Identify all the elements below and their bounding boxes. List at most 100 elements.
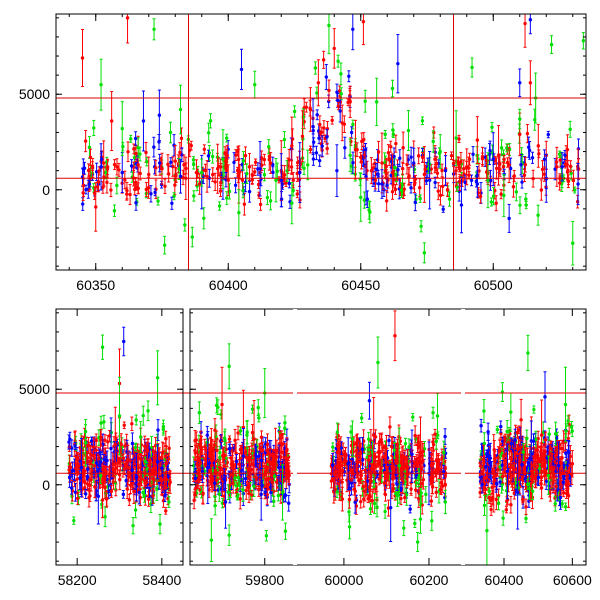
data-point	[122, 423, 126, 427]
data-point	[351, 122, 355, 127]
band-point	[523, 156, 528, 173]
band-point	[432, 126, 436, 139]
band-point	[419, 220, 423, 233]
data-point	[256, 182, 261, 187]
data-point	[571, 178, 576, 183]
data-point	[295, 160, 300, 165]
data-point	[86, 443, 91, 448]
data-point	[81, 202, 85, 206]
data-point	[470, 65, 474, 70]
data-point	[99, 421, 103, 425]
band-point	[167, 477, 171, 492]
data-point	[384, 199, 389, 203]
data-point	[549, 42, 554, 47]
data-point	[170, 201, 174, 205]
data-point	[390, 170, 395, 175]
data-point	[267, 144, 271, 149]
band-point	[318, 115, 322, 134]
band-point	[225, 133, 229, 143]
data-point	[152, 27, 156, 31]
data-point	[507, 216, 511, 221]
data-point	[502, 193, 506, 198]
data-point	[525, 131, 530, 136]
data-point	[162, 243, 167, 247]
data-point	[489, 200, 494, 204]
band-point	[134, 414, 138, 426]
data-point	[440, 184, 445, 189]
band-point	[514, 182, 519, 202]
series-point	[152, 18, 156, 41]
band-point	[478, 189, 483, 204]
series-point	[160, 152, 164, 185]
data-point	[133, 508, 138, 512]
data-point	[308, 147, 313, 152]
top-chart: 60350 60400 60450 60500 0 5000	[19, 13, 587, 293]
band-point	[420, 116, 425, 126]
data-point	[80, 441, 84, 446]
data-point	[391, 128, 395, 132]
band-point	[536, 204, 540, 226]
data-point	[555, 165, 559, 169]
series-point	[239, 48, 244, 91]
series-point	[571, 220, 575, 266]
data-point	[102, 161, 106, 165]
band-point	[172, 192, 176, 201]
data-point	[189, 143, 193, 148]
series-point	[290, 116, 294, 176]
band-point	[471, 146, 475, 163]
band-point	[291, 172, 295, 189]
data-point	[87, 145, 92, 150]
data-point	[82, 166, 87, 170]
data-point	[99, 82, 103, 87]
data-point	[152, 145, 156, 149]
top-plot-area	[80, 14, 586, 266]
data-point	[520, 180, 524, 184]
band-point	[449, 151, 454, 160]
data-point	[203, 168, 208, 173]
data-point	[306, 163, 310, 167]
data-point	[178, 150, 182, 155]
band-point	[499, 189, 503, 200]
data-point	[351, 27, 355, 31]
data-point	[383, 160, 388, 164]
band-point	[153, 188, 157, 197]
data-point	[103, 451, 108, 455]
band-point	[265, 190, 270, 206]
band-point	[145, 156, 149, 167]
data-point	[163, 184, 167, 188]
band-point	[530, 151, 535, 164]
band-point	[524, 193, 528, 206]
data-point	[367, 208, 371, 212]
band-point	[154, 159, 158, 176]
band-point	[413, 193, 417, 212]
data-point	[351, 161, 355, 165]
data-point	[73, 490, 78, 495]
band-point	[483, 147, 487, 167]
band-point	[146, 400, 150, 422]
data-point	[414, 197, 418, 202]
band-point	[141, 405, 145, 426]
data-point	[459, 203, 464, 207]
data-point	[480, 155, 485, 159]
band-point	[81, 184, 85, 202]
band-point	[480, 146, 485, 167]
data-point	[133, 180, 138, 185]
series-point	[523, 14, 527, 48]
series-point	[324, 64, 328, 91]
data-point	[353, 147, 358, 152]
series-point	[496, 125, 501, 186]
data-point	[157, 113, 162, 117]
band-point	[87, 179, 92, 189]
series-point	[247, 152, 252, 181]
data-point	[287, 158, 291, 162]
data-point	[141, 413, 145, 418]
band-point	[363, 89, 367, 113]
data-point	[167, 482, 171, 486]
band-point	[163, 178, 167, 195]
data-point	[295, 192, 300, 196]
data-point	[523, 21, 527, 26]
band-point	[259, 150, 264, 166]
band-point	[105, 158, 110, 176]
data-point	[99, 157, 104, 162]
